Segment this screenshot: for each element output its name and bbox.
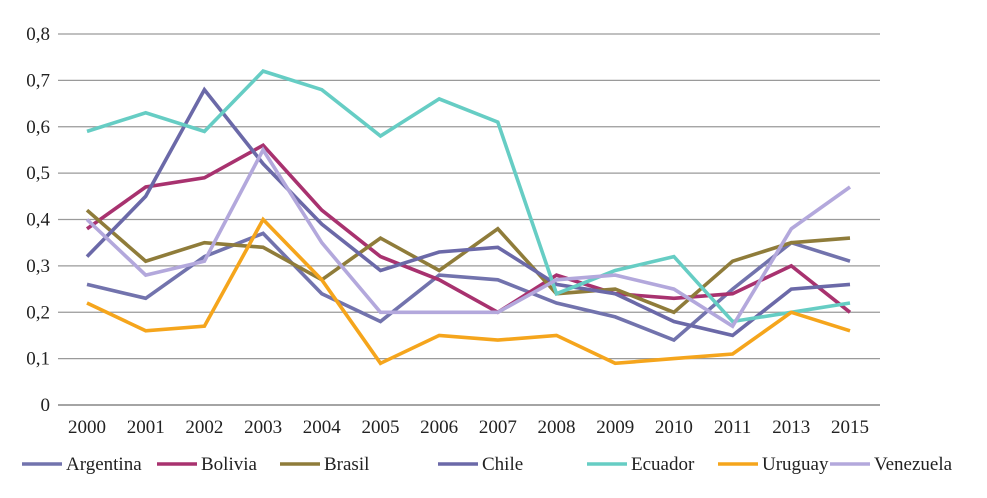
y-tick-label: 0 xyxy=(41,395,51,416)
x-tick-label: 2013 xyxy=(772,417,810,438)
x-tick-label: 2006 xyxy=(420,417,458,438)
y-tick-label: 0,6 xyxy=(26,117,50,138)
x-tick-label: 2011 xyxy=(714,417,751,438)
y-tick-label: 0,2 xyxy=(26,302,50,323)
y-tick-label: 0,5 xyxy=(26,163,50,184)
y-tick-label: 0,1 xyxy=(26,349,50,370)
x-tick-label: 2000 xyxy=(68,417,106,438)
series-line-uruguay xyxy=(86,216,851,366)
legend: Argentina Bolivia Brasil Chile Ecuador Urugua… xyxy=(22,454,953,475)
legend-item-venezuela: Venezuela xyxy=(830,454,953,475)
series-line-argentina xyxy=(86,231,851,343)
legend-label: Argentina xyxy=(66,454,142,475)
x-tick-label: 2009 xyxy=(596,417,634,438)
series-line-venezuela xyxy=(85,146,852,329)
legend-label: Brasil xyxy=(324,454,369,475)
x-tick-label: 2007 xyxy=(479,417,517,438)
x-tick-label: 2001 xyxy=(127,417,165,438)
y-tick-label: 0,7 xyxy=(26,70,50,91)
x-tick-label: 2015 xyxy=(831,417,869,438)
series-lines xyxy=(85,69,852,366)
y-tick-label: 0,3 xyxy=(26,256,50,277)
x-tick-label: 2003 xyxy=(244,417,282,438)
x-tick-label: 2008 xyxy=(538,417,576,438)
series-line-chile xyxy=(85,86,851,338)
legend-item-argentina: Argentina xyxy=(22,454,142,475)
legend-label: Bolivia xyxy=(201,454,258,475)
legend-item-brasil: Brasil xyxy=(280,454,369,475)
legend-item-ecuador: Ecuador xyxy=(587,454,695,475)
legend-label: Ecuador xyxy=(631,454,695,475)
x-tick-label: 2004 xyxy=(303,417,342,438)
x-axis-tick-labels: 2000 2001 2002 2003 2004 2005 2006 2007 2008 2009… xyxy=(68,417,869,438)
x-tick-label: 2005 xyxy=(361,417,399,438)
legend-item-bolivia: Bolivia xyxy=(157,454,258,475)
x-tick-label: 2010 xyxy=(655,417,693,438)
legend-label: Chile xyxy=(482,454,523,475)
x-tick-label: 2002 xyxy=(185,417,223,438)
legend-label: Venezuela xyxy=(874,454,953,475)
gridlines xyxy=(58,33,880,406)
y-tick-label: 0,8 xyxy=(26,24,50,45)
legend-item-chile: Chile xyxy=(438,454,523,475)
legend-label: Uruguay xyxy=(762,454,829,475)
series-line-bolivia xyxy=(85,143,852,315)
y-axis-tick-labels: 0 0,1 0,2 0,3 0,4 0,5 0,6 0,7 0,8 xyxy=(26,24,50,416)
y-tick-label: 0,4 xyxy=(26,210,50,231)
legend-item-uruguay: Uruguay xyxy=(718,454,829,475)
series-line-ecuador xyxy=(86,69,851,324)
